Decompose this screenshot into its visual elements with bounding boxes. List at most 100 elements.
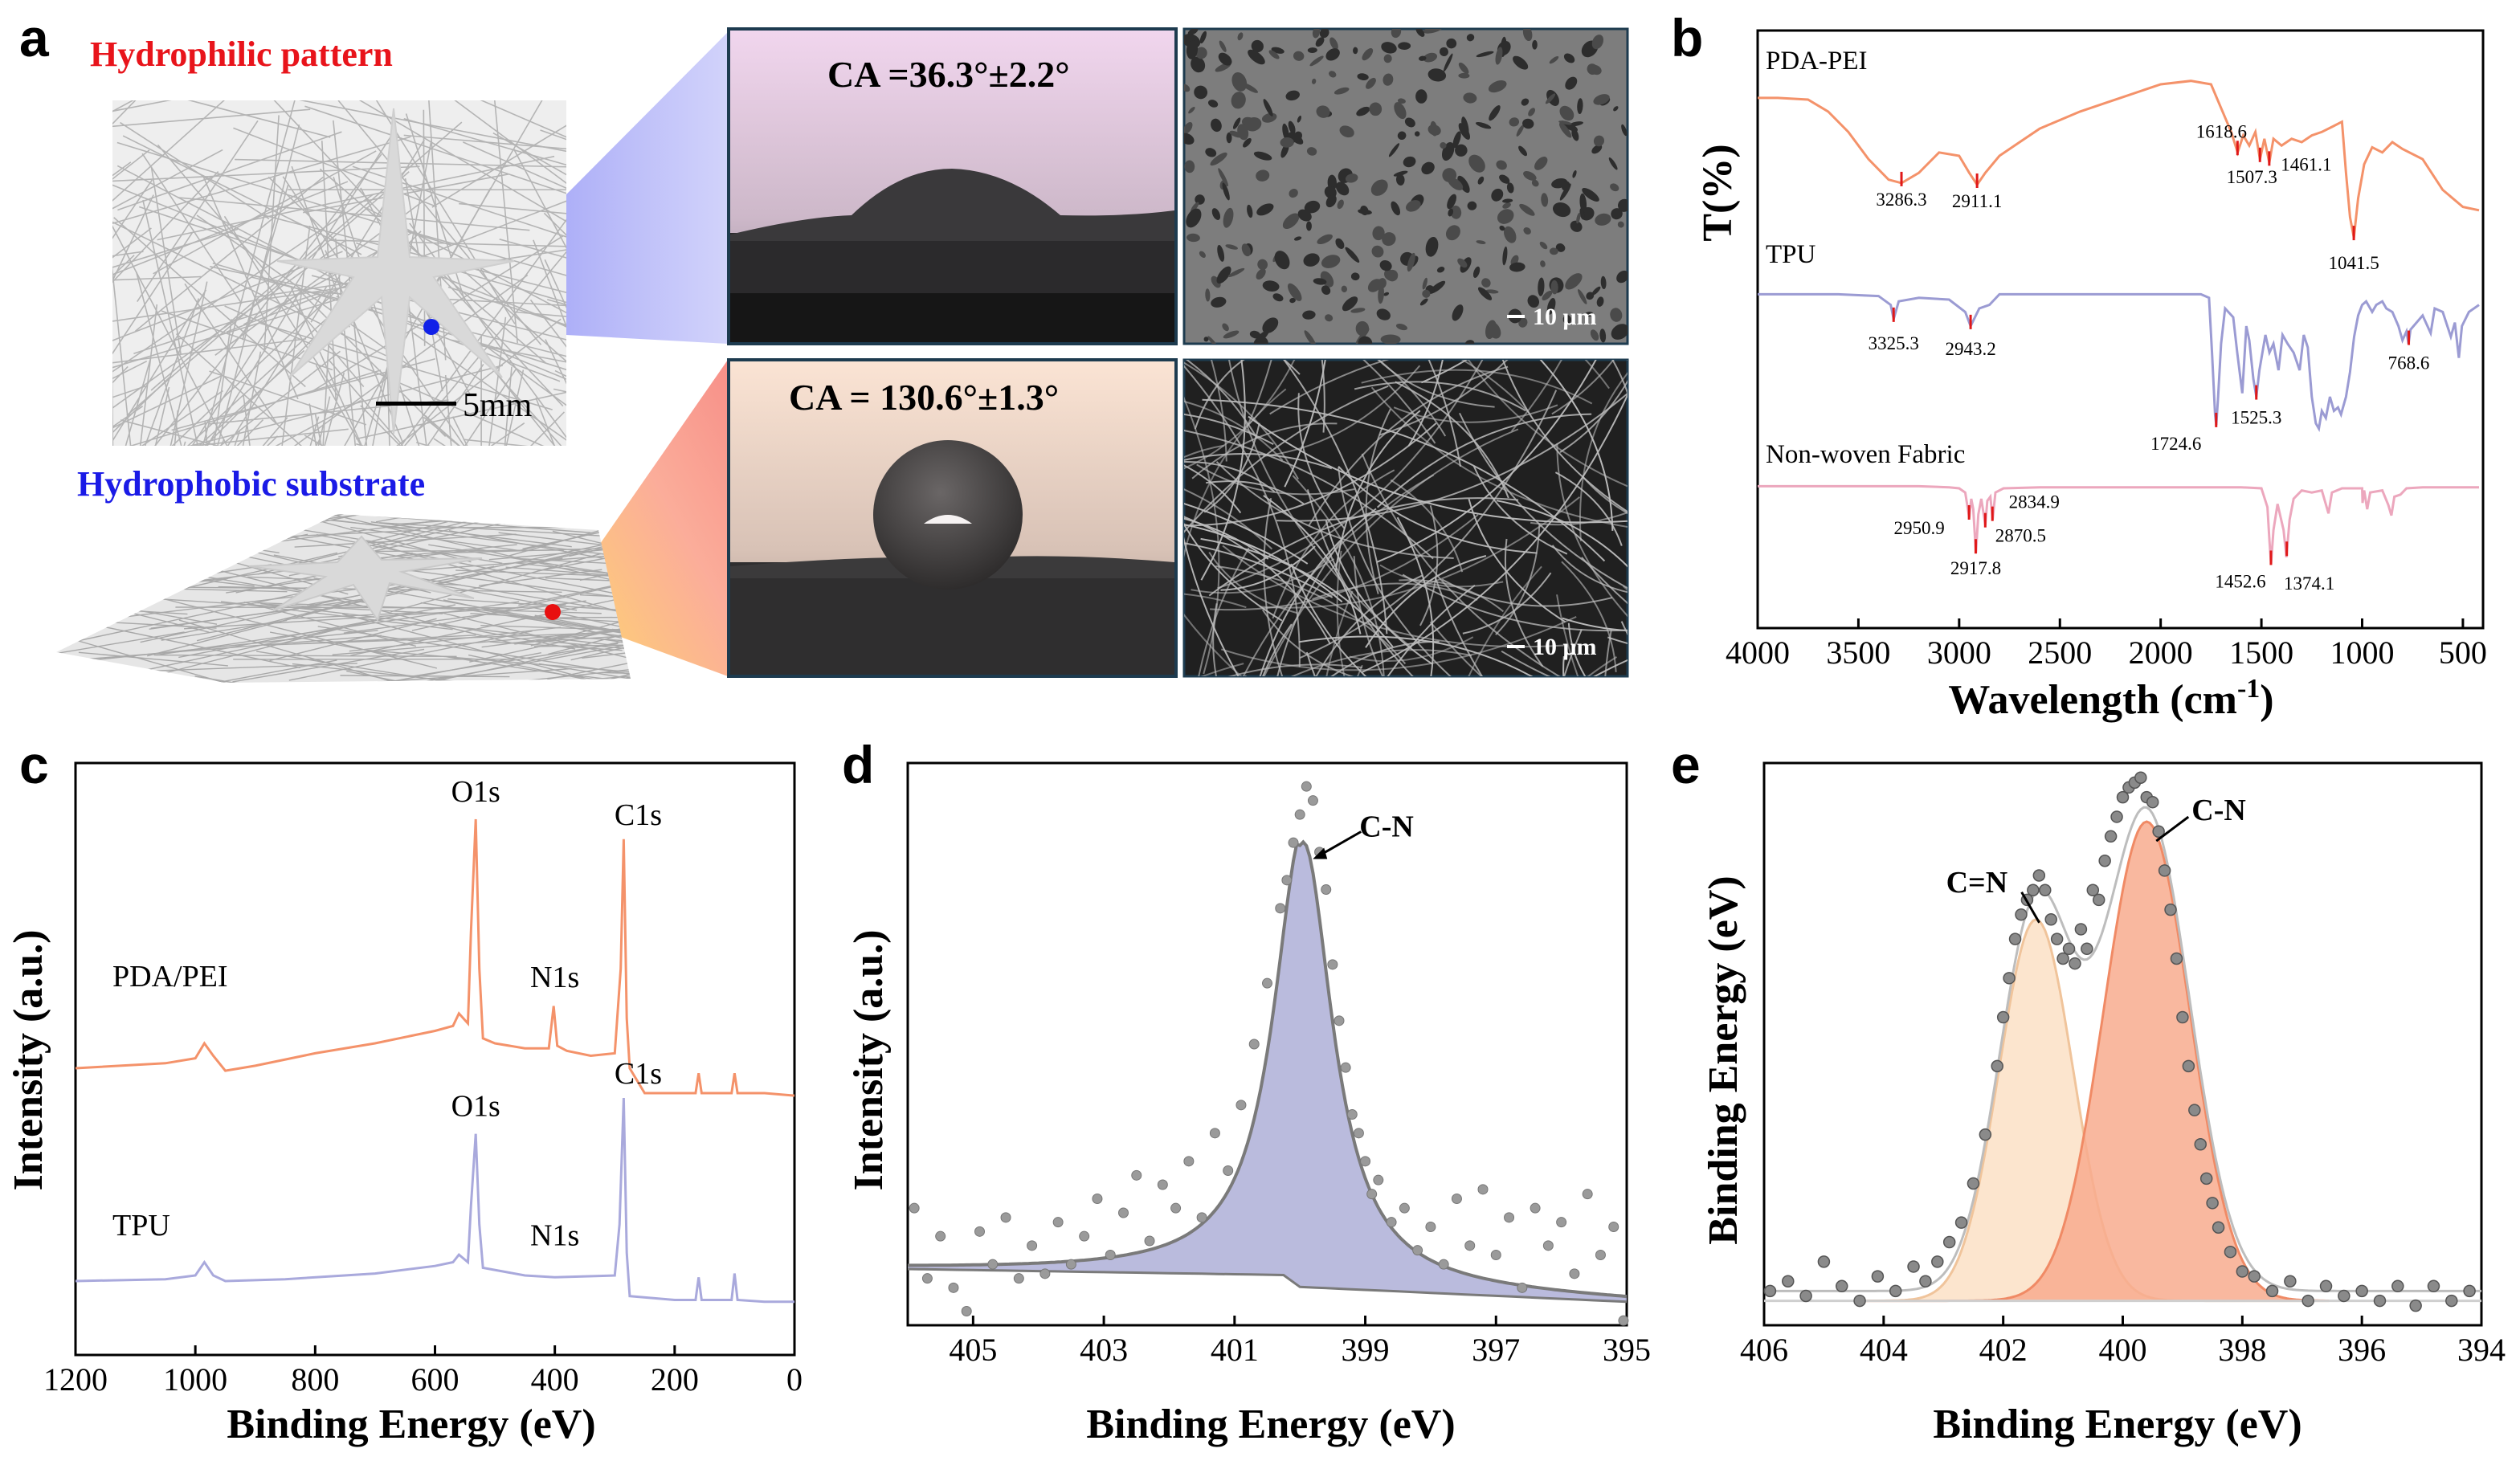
chart-e-data-point <box>2146 795 2159 809</box>
chart-d-xlabel: Binding Energy (eV) <box>1086 1402 1455 1447</box>
chart-e-xtick-label: 406 <box>1740 1332 1788 1368</box>
chart-d-data-point <box>1373 1174 1384 1185</box>
chart-d-data-point <box>1582 1189 1593 1200</box>
chart-d-xtick-label: 399 <box>1342 1332 1390 1368</box>
chart-d-data-point <box>1346 1109 1358 1120</box>
chart-d-data-point <box>1144 1235 1155 1247</box>
chart-e-data-point <box>2081 942 2093 956</box>
chart-b-peak-label: 1452.6 <box>2215 571 2265 591</box>
chart-d-data-point <box>1196 1212 1207 1223</box>
chart-e-data-point <box>2265 1284 2279 1298</box>
chart-e-data-point <box>2194 1138 2207 1151</box>
chart-b-peak-label: 2834.9 <box>2009 492 2060 512</box>
chart-d-xtick-label: 403 <box>1080 1332 1128 1368</box>
chart-e-data-point <box>2199 1172 2213 1185</box>
chart-c-peak-label: C1s <box>615 1057 662 1091</box>
chart-c-peak-label: N1s <box>530 961 579 994</box>
chart-e-data-point <box>1907 1260 1920 1273</box>
chart-c-xtick-label: 1000 <box>163 1361 227 1398</box>
chart-d-xtick-label: 397 <box>1472 1332 1520 1368</box>
chart-d-data-point <box>1209 1128 1220 1139</box>
chart-d-data-point <box>1307 795 1318 806</box>
chart-e-peak-arrow-c-double-n <box>2020 892 2040 924</box>
chart-d-data-point <box>1504 1212 1515 1223</box>
sem-image-top: 10 μm <box>1182 27 1629 345</box>
chart-d-data-point <box>1183 1156 1195 1167</box>
chart-b-xtick-label: 2500 <box>2028 635 2092 671</box>
chart-e-data-point <box>2027 883 2040 897</box>
chart-d-xtick-label: 405 <box>949 1332 997 1368</box>
hydrophobic-title: Hydrophobic substrate <box>77 464 425 504</box>
chart-b-peak-label: 1618.6 <box>2196 121 2247 141</box>
chart-d-data-point <box>1013 1273 1024 1284</box>
chart-e-xtick-label: 400 <box>2099 1332 2147 1368</box>
chart-c-peak-label: O1s <box>451 775 500 809</box>
chart-b-peak-label: 1461.1 <box>2281 154 2331 174</box>
chart-d-ylabel: Intensity (a.u.) <box>846 929 892 1190</box>
chart-d-data-point <box>1425 1222 1436 1232</box>
chart-d-data-point <box>1301 781 1312 792</box>
chart-e-data-point <box>1889 1284 1902 1298</box>
chart-e-data-point <box>2170 952 2183 965</box>
chart-e-data-point <box>1942 1235 1956 1249</box>
chart-c-xtick-label: 800 <box>291 1361 339 1398</box>
chart-e-data-point <box>2003 972 2016 985</box>
contact-angle-photo-bottom: CA = 130.6°±1.3° <box>727 358 1178 678</box>
chart-d-data-point <box>1131 1169 1142 1181</box>
chart-e-data-point <box>2152 825 2165 838</box>
chart-c-xlabel: Binding Energy (eV) <box>227 1402 595 1447</box>
chart-e-data-point <box>2032 869 2046 882</box>
chart-d-data-point <box>1027 1240 1038 1251</box>
chart-e-peak-label-c-double-n: C=N <box>1946 866 2008 900</box>
chart-e-data-point <box>2182 1059 2195 1073</box>
chart-d-data-point <box>1542 1240 1554 1251</box>
chart-d-peak-label: C-N <box>1359 810 1414 844</box>
chart-d-data-point <box>1105 1250 1116 1260</box>
chart-e-data-point <box>2062 942 2076 956</box>
chart-e-data-point <box>2164 903 2177 916</box>
chart-e-data-point <box>2158 864 2171 877</box>
chart-d-data-point <box>921 1273 933 1284</box>
chart-d-data-point <box>1451 1194 1462 1204</box>
panel-d: d Intensity (a.u.) Binding Energy (eV) 4… <box>842 735 1651 1447</box>
chart-e-data-point <box>2069 957 2081 970</box>
chart-e-data-point <box>2338 1289 2351 1303</box>
chart-d-data-point <box>1052 1217 1064 1228</box>
chart-b-series-pda-pei <box>1758 80 2480 239</box>
hydrophobic-dot <box>545 604 561 620</box>
chart-b-frame <box>1756 29 2485 630</box>
chart-d-data-point <box>1288 837 1299 848</box>
chart-d-data-point <box>1595 1250 1606 1260</box>
chart-d-data-point <box>1327 959 1338 970</box>
chart-e-data-point <box>2092 893 2105 907</box>
chart-e-data-point <box>2427 1279 2440 1293</box>
chart-e-data-point <box>2284 1275 2297 1287</box>
chart-d-data-point <box>1556 1217 1567 1228</box>
chart-d-baseline <box>907 1267 1628 1304</box>
chart-e-xlabel: Binding Energy (eV) <box>1933 1402 2301 1447</box>
chart-e-data-point <box>2236 1265 2249 1278</box>
chart-d-data-point <box>1477 1184 1489 1195</box>
chart-d-data-point <box>1530 1202 1541 1214</box>
chart-e-data-point <box>2445 1294 2458 1308</box>
chart-b-peak-label: 1041.5 <box>2328 253 2379 273</box>
chart-d-data-point <box>1065 1259 1076 1270</box>
chart-e-data-point <box>2039 883 2052 897</box>
chart-d-data-point <box>1340 1062 1351 1073</box>
chart-b-peak-label: 3325.3 <box>1869 333 1919 353</box>
chart-e-ylabel: Binding Energy (eV) <box>1701 875 1746 1244</box>
chart-b-peak-label: 1374.1 <box>2284 573 2334 594</box>
chart-d-data-point <box>1464 1240 1476 1251</box>
chart-d-data-point <box>1353 1128 1364 1139</box>
chart-d-data-point <box>1399 1202 1410 1214</box>
chart-d-data-point <box>909 1202 920 1214</box>
chart-e-peak-arrow-c-n <box>2155 815 2190 843</box>
chart-e-data-point <box>2098 854 2111 867</box>
hydrophilic-title: Hydrophilic pattern <box>90 35 393 74</box>
chart-e-data-point <box>2409 1299 2422 1312</box>
chart-e-data-point <box>2116 790 2130 804</box>
chart-d-data-point <box>1275 903 1286 914</box>
chart-e-data-point <box>1782 1275 1795 1287</box>
chart-d-data-point <box>1248 1039 1260 1050</box>
